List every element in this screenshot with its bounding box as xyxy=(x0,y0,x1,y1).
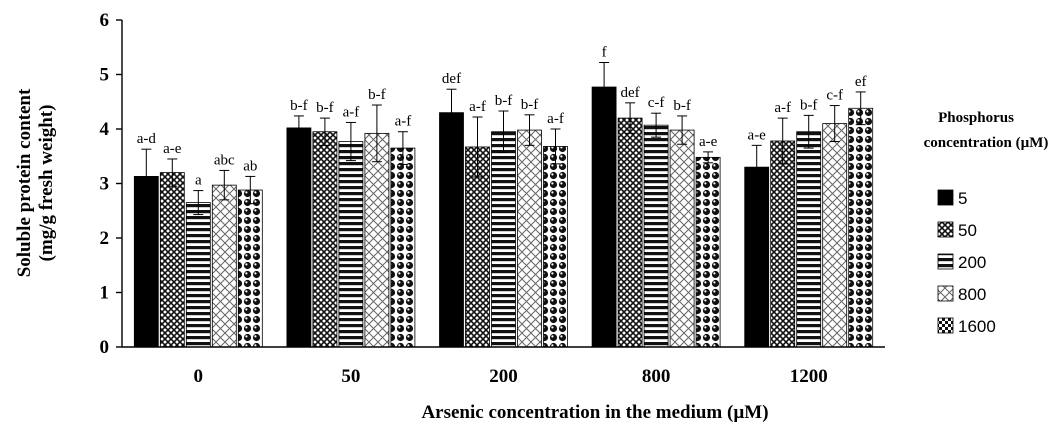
bar xyxy=(669,129,695,348)
legend-label: 50 xyxy=(958,221,977,240)
y-tick-label: 3 xyxy=(100,174,110,195)
y-tick-label: 2 xyxy=(100,228,110,249)
bar xyxy=(338,141,364,348)
y-tick-label: 6 xyxy=(100,10,110,31)
legend-swatch xyxy=(937,189,954,206)
data-label: a-f xyxy=(395,114,412,130)
bar xyxy=(159,172,185,348)
bar xyxy=(770,140,796,348)
legend-swatch xyxy=(937,253,954,270)
x-tick-label: 1200 xyxy=(790,366,828,387)
legend-title: concentration (µM) xyxy=(924,135,1049,151)
data-label: a-e xyxy=(163,141,182,157)
legend-label: 5 xyxy=(958,189,967,208)
data-label: c-f xyxy=(826,88,843,104)
data-label: b-f xyxy=(368,87,386,103)
bar xyxy=(643,124,669,348)
y-tick-label: 4 xyxy=(100,119,110,140)
legend-swatch xyxy=(937,285,954,302)
y-tick-label: 0 xyxy=(100,337,110,358)
data-label: b-f xyxy=(800,97,818,113)
bar xyxy=(543,146,568,348)
x-tick-label: 800 xyxy=(642,366,671,387)
legend-title: Phosphorus xyxy=(938,110,1014,126)
bar xyxy=(695,156,721,348)
data-label: a-e xyxy=(699,134,718,150)
data-label: f xyxy=(602,45,607,61)
legend-label: 200 xyxy=(958,253,986,272)
legend-swatch xyxy=(937,317,954,334)
data-label: a-f xyxy=(469,99,486,115)
y-axis-title: Soluble protein content (mg/g fresh weigh… xyxy=(14,88,57,277)
bar xyxy=(237,189,263,348)
bar xyxy=(185,202,211,348)
bar xyxy=(364,132,390,348)
y-axis-title-line: Soluble protein content xyxy=(14,88,35,277)
bar xyxy=(390,147,416,348)
y-tick-label: 1 xyxy=(100,283,110,304)
data-label: b-f xyxy=(316,100,334,116)
data-label: a-d xyxy=(137,131,157,147)
data-label: def xyxy=(442,71,461,87)
x-tick-label: 200 xyxy=(489,366,518,387)
bar xyxy=(591,86,617,348)
data-label: a-f xyxy=(343,104,360,120)
data-label: b-f xyxy=(521,97,539,113)
legend-label: 800 xyxy=(958,285,986,304)
data-label: b-f xyxy=(495,93,513,109)
data-label: b-f xyxy=(673,98,691,114)
data-label: a-f xyxy=(774,100,791,116)
data-label: def xyxy=(621,85,640,101)
bar xyxy=(491,131,516,348)
data-label: a-e xyxy=(748,127,767,143)
data-label: a-f xyxy=(547,111,564,127)
data-label: ef xyxy=(855,74,867,90)
bar xyxy=(312,131,338,348)
bar xyxy=(822,123,848,348)
x-tick-label: 50 xyxy=(341,366,360,387)
bar xyxy=(796,131,822,348)
bar xyxy=(211,184,237,348)
bar xyxy=(133,176,159,348)
data-label: c-f xyxy=(648,95,665,111)
bar xyxy=(744,166,770,348)
bar xyxy=(617,117,643,348)
data-label: abc xyxy=(214,152,235,168)
data-label: b-f xyxy=(290,98,308,114)
bar xyxy=(439,112,464,348)
y-tick-label: 5 xyxy=(100,65,110,86)
bar xyxy=(286,127,312,348)
y-axis: 0 1 2 3 4 5 6 xyxy=(100,10,123,358)
data-label: ab xyxy=(243,158,257,174)
legend-swatch xyxy=(937,221,954,238)
x-axis: 0 50 200 800 1200 xyxy=(122,346,885,387)
data-label: a xyxy=(195,173,202,189)
bar xyxy=(465,146,490,348)
bar xyxy=(848,107,874,348)
bar xyxy=(517,129,542,348)
y-axis-title-line: (mg/g fresh weight) xyxy=(36,105,57,262)
legend-label: 1600 xyxy=(958,317,996,336)
x-axis-title: Arsenic concentration in the medium (µM) xyxy=(421,402,768,423)
x-tick-label: 0 xyxy=(194,366,204,387)
legend: Phosphorus concentration (µM) 5 50 200 800 160… xyxy=(924,110,1049,336)
